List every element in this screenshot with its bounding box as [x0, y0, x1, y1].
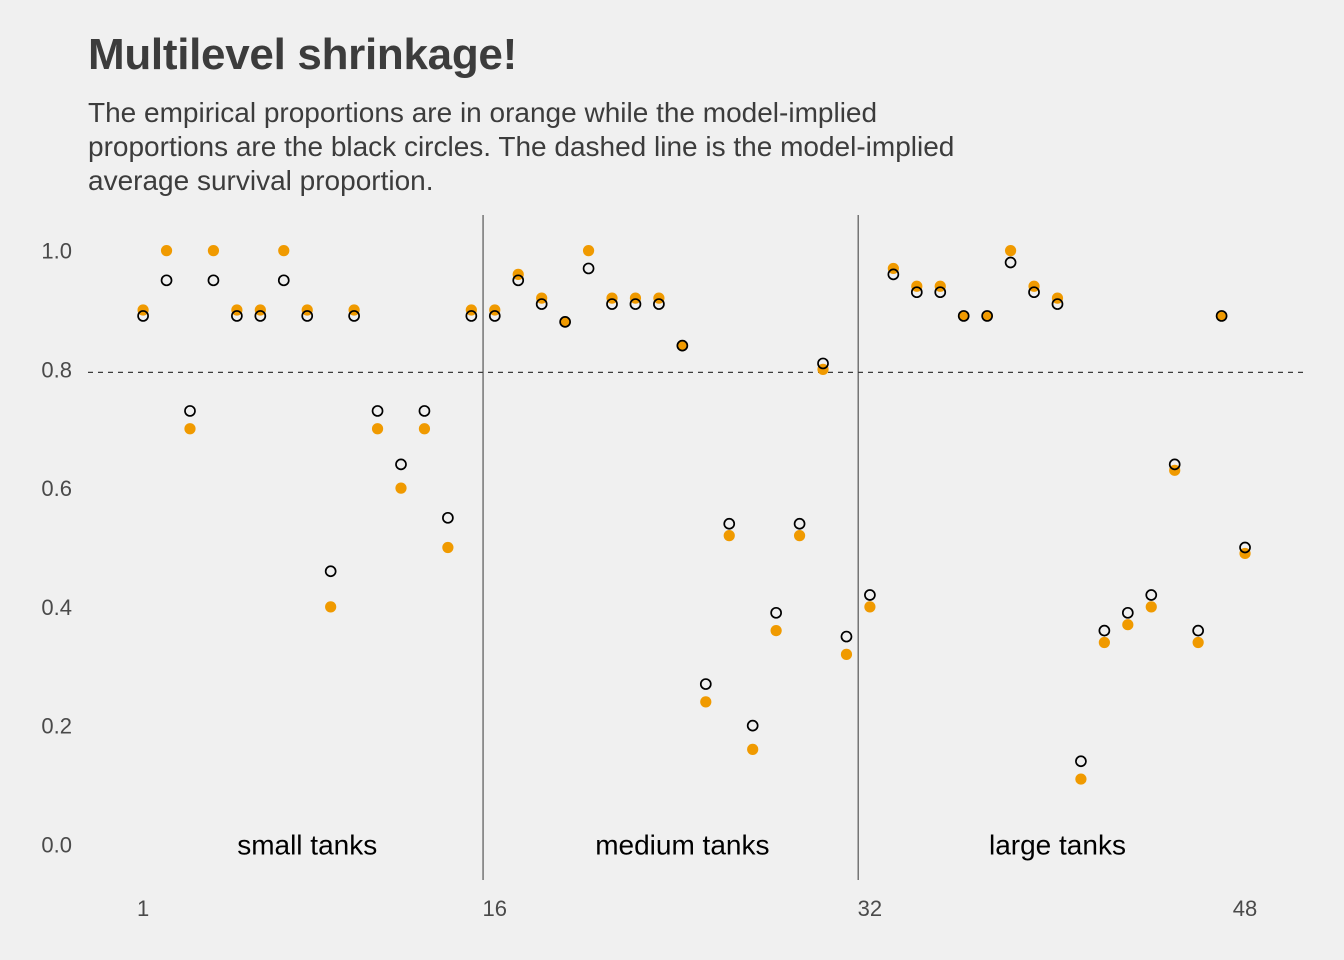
model-point — [207, 274, 220, 287]
model-point — [1215, 310, 1228, 322]
model-point — [231, 310, 243, 322]
empirical-point — [1098, 636, 1110, 649]
empirical-point — [770, 625, 782, 637]
y-tick-label: 0.4 — [41, 595, 72, 620]
empirical-point — [418, 423, 431, 435]
model-point — [535, 298, 548, 310]
model-point — [981, 310, 993, 322]
x-axis: 1 16 32 48 — [137, 896, 1257, 921]
group-label: small tanks — [237, 829, 377, 860]
model-point — [653, 298, 665, 310]
model-point — [1004, 256, 1017, 269]
model-point — [1168, 458, 1181, 471]
model-point — [1051, 298, 1064, 310]
empirical-point — [559, 316, 571, 328]
empirical-point — [1122, 619, 1134, 631]
model-point — [371, 405, 384, 417]
model-point — [184, 405, 196, 417]
data-points — [137, 245, 1251, 785]
empirical-point — [1145, 601, 1157, 613]
model-point — [348, 310, 360, 322]
empirical-point — [747, 743, 759, 755]
model-point — [746, 719, 759, 732]
empirical-point — [207, 245, 220, 257]
chart-title: Multilevel shrinkage! — [88, 30, 517, 79]
y-tick-label: 0.8 — [41, 357, 72, 382]
model-point — [793, 517, 806, 530]
x-tick-label: 1 — [137, 896, 149, 921]
model-point — [1098, 624, 1111, 637]
model-point — [910, 286, 923, 299]
model-point — [512, 274, 525, 287]
chart-subtitle: The empirical proportions are in orange … — [88, 97, 955, 196]
empirical-point — [1075, 773, 1087, 785]
model-point — [1239, 541, 1251, 554]
empirical-point — [981, 310, 993, 322]
model-point — [277, 274, 290, 287]
model-point — [1192, 624, 1205, 637]
model-point — [465, 310, 478, 322]
model-point — [817, 357, 829, 370]
model-point — [582, 262, 595, 275]
empirical-point — [864, 601, 876, 613]
y-axis: 0.0 0.2 0.4 0.6 0.8 1.0 — [41, 239, 72, 858]
empirical-point — [1215, 310, 1228, 322]
model-point — [699, 678, 712, 690]
model-point — [137, 310, 149, 322]
group-label: large tanks — [989, 829, 1126, 860]
model-point — [723, 517, 736, 530]
empirical-point — [442, 541, 454, 554]
model-point — [442, 511, 454, 524]
model-point — [418, 405, 431, 417]
model-point — [324, 565, 337, 578]
empirical-point — [582, 245, 595, 257]
empirical-point — [325, 601, 337, 613]
model-point — [934, 286, 947, 299]
empirical-point — [184, 423, 196, 435]
empirical-point — [395, 482, 407, 494]
group-label: medium tanks — [595, 829, 769, 860]
empirical-point — [958, 310, 970, 322]
empirical-point — [723, 530, 735, 542]
y-tick-label: 0.6 — [41, 476, 72, 501]
group-dividers — [482, 215, 859, 880]
x-tick-label: 16 — [483, 896, 507, 921]
x-tick-label: 32 — [858, 896, 882, 921]
empirical-point — [371, 423, 384, 435]
empirical-point — [160, 245, 173, 257]
y-tick-label: 0.2 — [41, 714, 72, 739]
empirical-point — [700, 696, 712, 708]
model-point — [1145, 589, 1158, 601]
empirical-point — [278, 245, 290, 257]
model-point — [301, 310, 314, 322]
empirical-point — [676, 340, 688, 352]
model-point — [488, 310, 501, 322]
empirical-point — [840, 648, 853, 660]
y-tick-label: 0.0 — [41, 832, 72, 857]
empirical-point — [1192, 636, 1204, 649]
y-tick-label: 1.0 — [41, 239, 72, 264]
model-point — [395, 458, 407, 471]
model-point — [864, 589, 876, 601]
model-point — [559, 316, 571, 328]
empirical-point — [1004, 245, 1017, 257]
model-point — [1028, 286, 1040, 299]
model-point — [840, 630, 853, 643]
model-point — [957, 310, 970, 322]
model-point — [606, 298, 618, 310]
model-point — [1075, 755, 1087, 768]
model-point — [770, 606, 782, 619]
model-point — [676, 339, 689, 352]
model-point — [887, 268, 900, 281]
group-labels: small tanks medium tanks large tanks — [237, 829, 1126, 860]
model-point — [254, 310, 267, 322]
model-point — [160, 274, 173, 287]
model-point — [1121, 606, 1134, 619]
x-tick-label: 48 — [1233, 896, 1257, 921]
model-point — [629, 298, 642, 310]
empirical-point — [793, 530, 806, 542]
